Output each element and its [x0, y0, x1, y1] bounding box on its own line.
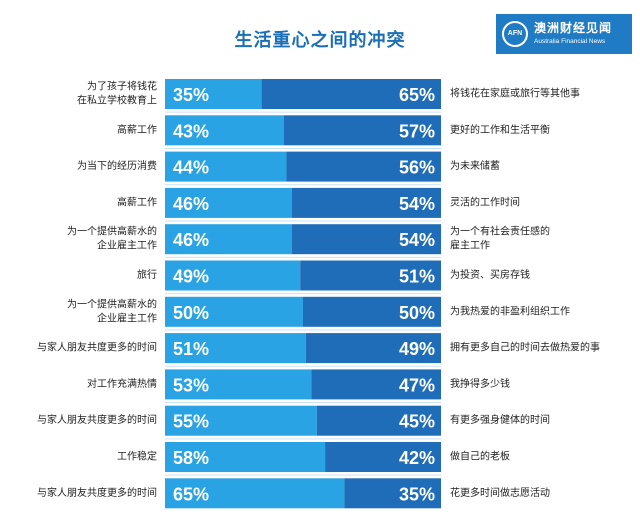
bar-left: [165, 369, 312, 400]
value-label-right: 47%: [399, 375, 435, 395]
value-label-right: 51%: [399, 267, 435, 287]
category-label: 高薪工作: [117, 195, 157, 208]
value-label-right: 65%: [399, 85, 435, 105]
alternative-label: 雇主工作: [450, 239, 490, 252]
bar-left: [165, 442, 326, 472]
category-label: 与家人朋友共度更多的时间: [37, 413, 157, 426]
category-label: 为了孩子将钱花: [87, 80, 157, 93]
category-label: 工作稳定: [117, 450, 157, 463]
value-label-left: 55%: [173, 412, 209, 432]
alternative-label: 为投资、买房存钱: [450, 268, 530, 281]
bar-left: [165, 115, 284, 146]
value-label-right: 45%: [399, 412, 435, 432]
alternative-label: 做自己的老板: [450, 450, 510, 463]
bar-left: [165, 224, 292, 255]
category-label: 旅行: [137, 268, 157, 281]
logo-name-en: Australia Financial News: [534, 38, 606, 45]
alternative-label: 为未来储蓄: [450, 159, 500, 172]
bar-right: [283, 115, 441, 146]
bar-left: [165, 79, 262, 109]
afn-logo: AFN 澳洲财经见闻 Australia Financial News: [496, 14, 632, 54]
bar-left: [165, 405, 317, 436]
afn-logo-icon: AFN: [502, 21, 528, 47]
alternative-label: 更好的工作和生活平衡: [450, 123, 550, 136]
value-label-left: 49%: [173, 267, 209, 287]
value-label-right: 54%: [399, 230, 435, 250]
bar-left: [165, 296, 303, 327]
value-label-right: 42%: [399, 448, 435, 468]
value-label-left: 51%: [173, 339, 209, 359]
alternative-label: 花更多时间做志愿活动: [450, 486, 550, 499]
bar-right: [286, 151, 441, 182]
bar-left: [165, 333, 306, 364]
value-label-right: 54%: [399, 194, 435, 214]
bar-left: [165, 151, 287, 182]
category-label: 高薪工作: [117, 123, 157, 136]
bar-right: [311, 369, 441, 400]
category-label: 对工作充满热情: [87, 377, 157, 390]
category-label: 与家人朋友共度更多的时间: [37, 486, 157, 499]
bar-right: [344, 478, 441, 509]
value-label-left: 58%: [173, 448, 209, 468]
category-label: 企业雇主工作: [97, 311, 157, 324]
category-label: 为一个提供高薪水的: [67, 225, 157, 238]
category-label: 企业雇主工作: [97, 239, 157, 252]
chart-title: 生活重心之间的冲突: [234, 30, 406, 51]
bar-left: [165, 260, 301, 291]
bar-right: [261, 79, 441, 109]
bar-right: [316, 405, 441, 436]
bar-left: [165, 478, 345, 509]
bar-right: [291, 187, 441, 218]
alternative-label: 灵活的工作时间: [450, 195, 520, 208]
value-label-right: 49%: [399, 339, 435, 359]
alternative-label: 为我热爱的非盈利组织工作: [450, 304, 570, 317]
value-label-right: 57%: [399, 121, 435, 141]
value-label-left: 44%: [173, 158, 209, 178]
value-label-right: 56%: [399, 158, 435, 178]
value-label-right: 50%: [399, 303, 435, 323]
value-label-left: 53%: [173, 375, 209, 395]
alternative-label: 我挣得多少钱: [450, 377, 510, 390]
bar-right: [305, 333, 441, 364]
alternative-label: 有更多强身健体的时间: [450, 413, 550, 426]
value-label-left: 43%: [173, 121, 209, 141]
value-label-left: 46%: [173, 194, 209, 214]
value-label-left: 46%: [173, 230, 209, 250]
category-label: 为当下的经历消费: [77, 159, 157, 172]
alternative-label: 为一个有社会责任感的: [450, 225, 550, 238]
alternative-label: 拥有更多自己的时间去做热爱的事: [450, 341, 600, 354]
bar-left: [165, 187, 292, 218]
bar-right: [291, 224, 441, 255]
logo-name-cn: 澳洲财经见闻: [534, 21, 613, 35]
value-label-left: 65%: [173, 484, 209, 504]
category-label: 在私立学校教育上: [77, 94, 157, 107]
category-label: 为一个提供高薪水的: [67, 297, 157, 310]
alternative-label: 将钱花在家庭或旅行等其他事: [450, 87, 580, 100]
bar-right: [325, 442, 441, 472]
value-label-left: 35%: [173, 85, 209, 105]
bar-right: [300, 260, 441, 291]
category-label: 与家人朋友共度更多的时间: [37, 341, 157, 354]
bar-right: [303, 296, 441, 327]
value-label-left: 50%: [173, 303, 209, 323]
value-label-right: 35%: [399, 484, 435, 504]
